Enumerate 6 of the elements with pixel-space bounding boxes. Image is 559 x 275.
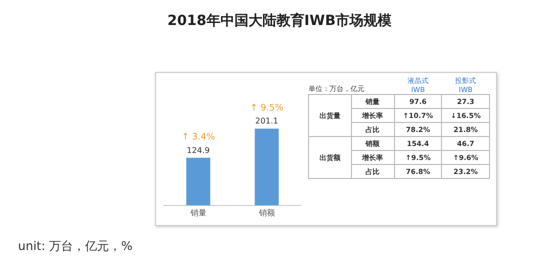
data-label: 124.9	[186, 146, 210, 155]
data-label: 201.1	[255, 116, 278, 126]
text: unit: 万台，亿元，%	[18, 238, 133, 255]
chart-title: 2018年中国大陆教育IWB市场规模	[166, 12, 393, 30]
annotation: ↑ 3.4%	[182, 132, 216, 143]
annotation: ↑ 9.5%	[250, 104, 284, 114]
